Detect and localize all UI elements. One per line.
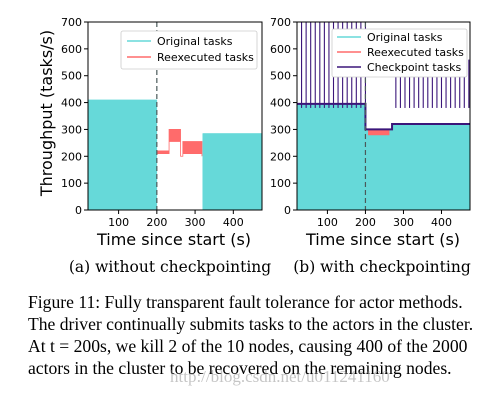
y-tick-label: 700 (270, 16, 291, 29)
legend-box (331, 28, 468, 78)
y-tick-label: 0 (284, 204, 291, 217)
caption-line-1: Figure 11: Fully transparent fault toler… (28, 292, 463, 312)
y-tick-label: 600 (61, 43, 82, 56)
x-tick-label: 100 (108, 216, 129, 229)
legend-label-original: Original tasks (157, 35, 233, 48)
x-axis-label: Time since start (s) (305, 230, 460, 249)
caption-line-3: At t = 200s, we kill 2 of the 10 nodes, … (28, 336, 468, 356)
plot-area-b: 0 100 200 300 400 500 600 700 100 200 300 400 (270, 16, 471, 229)
legend-label-reexecuted: Reexecuted tasks (157, 51, 254, 64)
legend-b: Original tasks Reexecuted tasks Checkpoi… (331, 28, 468, 78)
panel-a: Throughput (tasks/s) 0 100 200 300 400 500 600… (37, 16, 271, 276)
legend-label-checkpoint: Checkpoint tasks (367, 61, 462, 74)
axes-frame (87, 21, 263, 211)
x-tick-label: 200 (355, 216, 376, 229)
x-tick-label: 400 (223, 216, 244, 229)
y-tick-label: 400 (61, 97, 82, 110)
x-tick-label: 300 (185, 216, 206, 229)
series-area-original (296, 103, 471, 211)
series-band-reexecuted (157, 129, 203, 157)
y-tick-label: 300 (61, 123, 82, 136)
plot-area-a: 0 100 200 300 400 500 600 700 100 200 300 400 (61, 16, 263, 229)
series-line-checkpoint (297, 102, 470, 131)
legend-label-reexecuted: Reexecuted tasks (367, 46, 464, 59)
x-tick-label: 300 (393, 216, 414, 229)
series-area-original (87, 99, 263, 211)
y-tick-label: 400 (270, 97, 291, 110)
y-tick-label: 0 (75, 204, 82, 217)
panel-b: 0 100 200 300 400 500 600 700 100 200 300 400 Origi… (270, 16, 471, 276)
x-tick-label: 200 (146, 216, 167, 229)
subcaption-a: (a) without checkpointing (69, 258, 271, 276)
y-axis-label: Throughput (tasks/s) (37, 30, 56, 197)
figure-panels: Throughput (tasks/s) 0 100 200 300 400 500 600… (37, 16, 471, 276)
y-tick-label: 700 (61, 16, 82, 29)
x-tick-label: 100 (317, 216, 338, 229)
axes-frame (296, 21, 471, 211)
legend-a: Original tasks Reexecuted tasks (120, 30, 258, 70)
caption-line-4: actors in the cluster to be recovered on… (28, 358, 452, 378)
y-tick-label: 100 (61, 177, 82, 190)
subcaption-b: (b) with checkpointing (293, 258, 471, 276)
y-tick-label: 200 (61, 150, 82, 163)
legend-box (120, 30, 258, 70)
y-tick-label: 300 (270, 123, 291, 136)
caption-line-2: The driver continually submits tasks to … (28, 314, 474, 334)
legend-label-original: Original tasks (367, 31, 443, 44)
x-tick-label: 400 (431, 216, 452, 229)
x-axis-label: Time since start (s) (96, 230, 251, 249)
y-tick-label: 600 (270, 43, 291, 56)
y-tick-label: 500 (270, 70, 291, 83)
y-tick-label: 200 (270, 150, 291, 163)
figure-caption: Figure 11: Fully transparent fault toler… (28, 291, 493, 379)
y-tick-label: 500 (61, 70, 82, 83)
y-tick-label: 100 (270, 177, 291, 190)
